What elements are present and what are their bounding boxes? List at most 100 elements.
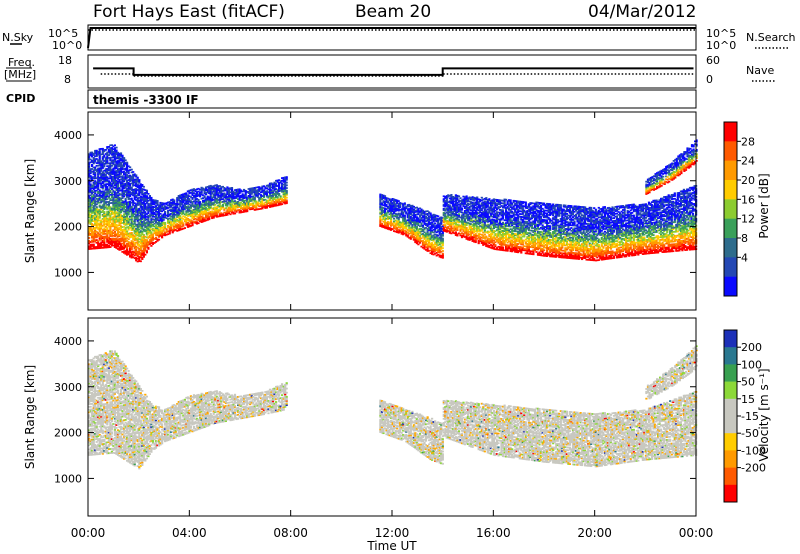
scatter-cell: [205, 198, 208, 201]
scatter-cell: [148, 222, 151, 225]
scatter-cell: [249, 198, 252, 201]
scatter-cell: [450, 198, 453, 200]
scatter-cell: [396, 228, 399, 231]
scatter-cell: [275, 190, 278, 193]
scatter-cell: [173, 206, 176, 209]
scatter-cell: [177, 207, 180, 210]
scatter-cell: [115, 164, 118, 167]
scatter-cell: [124, 200, 127, 203]
scatter-cell: [148, 226, 151, 229]
scatter-cell: [145, 232, 148, 235]
scatter-cell: [230, 203, 234, 206]
scatter-cell: [101, 153, 104, 156]
scatter-cell: [113, 147, 116, 149]
scatter-cell: [423, 243, 426, 246]
scatter-cell: [195, 200, 199, 203]
scatter-cell: [200, 211, 203, 214]
scatter-cell: [383, 224, 387, 226]
scatter-cell: [256, 193, 259, 196]
scatter-cell: [215, 207, 218, 210]
scatter-cell: [471, 227, 474, 230]
scatter-cell: [97, 167, 100, 170]
scatter-cell: [124, 240, 127, 243]
scatter-cell: [107, 148, 110, 151]
scatter-cell: [101, 194, 104, 197]
scatter-cell: [429, 231, 432, 234]
scatter-cell: [113, 239, 116, 242]
scatter-cell: [447, 209, 450, 212]
scatter-cell: [113, 195, 116, 198]
scatter-cell: [220, 215, 223, 217]
scatter-cell: [284, 194, 287, 197]
scatter-cell: [119, 214, 123, 217]
scatter-cell: [100, 211, 103, 214]
scatter-cell: [112, 175, 115, 178]
scatter-cell: [126, 171, 129, 174]
scatter-cell: [142, 196, 145, 199]
scatter-cell: [123, 234, 126, 236]
scatter-cell: [126, 196, 129, 198]
scatter-cell: [238, 210, 241, 213]
scatter-cell: [171, 212, 174, 215]
scatter-cell: [221, 213, 224, 216]
scatter-cell: [144, 248, 147, 251]
scatter-cell: [470, 225, 473, 228]
scatter-cell: [438, 255, 441, 258]
scatter-cell: [400, 212, 403, 215]
scatter-cell: [238, 206, 241, 208]
scatter-cell: [432, 248, 435, 250]
scatter-cell: [431, 246, 434, 248]
scatter-cell: [127, 238, 130, 241]
scatter-cell: [124, 206, 127, 208]
scatter-cell: [284, 176, 287, 179]
scatter-cell: [180, 217, 183, 220]
scatter-cell: [144, 193, 147, 196]
scatter-cell: [100, 190, 103, 193]
scatter-cell: [88, 175, 91, 178]
scatter-cell: [227, 210, 230, 213]
scatter-cell: [124, 224, 127, 226]
scatter-cell: [244, 205, 247, 207]
scatter-cell: [428, 249, 431, 252]
scatter-cell: [147, 212, 150, 215]
scatter-cell: [142, 249, 145, 251]
scatter-cell: [434, 229, 437, 232]
scatter-cell: [379, 218, 382, 221]
scatter-cell: [91, 184, 94, 187]
scatter-cell: [226, 204, 229, 207]
scatter-cell: [91, 219, 94, 221]
scatter-cell: [97, 162, 100, 164]
scatter-cell: [123, 210, 126, 213]
scatter-cell: [135, 214, 138, 217]
scatter-cell: [243, 205, 246, 208]
scatter-cell: [246, 200, 249, 203]
scatter-cell: [144, 223, 147, 226]
scatter-cell: [450, 216, 453, 218]
scatter-cell: [448, 207, 451, 209]
scatter-cell: [230, 192, 234, 195]
scatter-cell: [424, 222, 428, 225]
scatter-cell: [454, 231, 457, 234]
scatter-cell: [479, 233, 482, 236]
scatter-cell: [98, 160, 101, 163]
scatter-cell: [94, 213, 97, 215]
scatter-cell: [139, 221, 142, 224]
scatter-cell: [217, 186, 220, 189]
scatter-cell: [154, 228, 158, 231]
scatter-cell: [221, 192, 224, 195]
scatter-cell: [267, 188, 270, 191]
scatter-cell: [450, 220, 453, 222]
scatter-cell: [432, 226, 435, 228]
scatter-cell: [112, 193, 115, 196]
scatter-cell: [123, 190, 126, 192]
scatter-cell: [129, 226, 132, 229]
scatter-cell: [284, 177, 287, 180]
scatter-cell: [92, 201, 95, 203]
scatter-cell: [194, 195, 197, 198]
scatter-cell: [115, 161, 118, 164]
scatter-cell: [408, 203, 411, 206]
scatter-cell: [391, 198, 394, 200]
scatter-cell: [127, 176, 130, 179]
scatter-cell: [421, 215, 425, 217]
scatter-cell: [448, 200, 451, 203]
